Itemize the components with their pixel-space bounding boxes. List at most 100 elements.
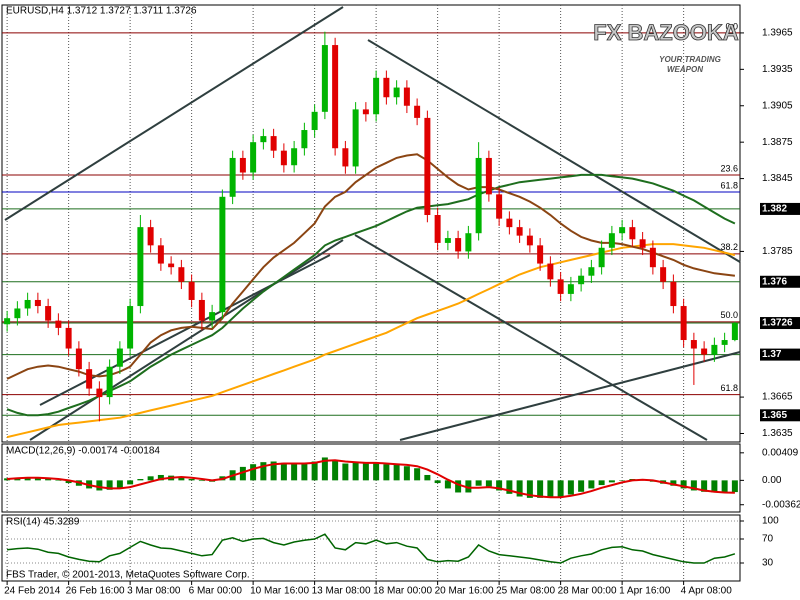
candle-body (137, 227, 144, 307)
macd-bar (106, 480, 113, 490)
watermark-title: FX BAZOOKA (593, 20, 739, 45)
macd-bar (250, 464, 257, 481)
candle-body (321, 45, 328, 112)
macd-bar (444, 480, 451, 489)
candle-body (588, 267, 595, 276)
moving-average (6, 173, 736, 417)
candle-body (362, 109, 369, 115)
candle-body (557, 279, 564, 294)
candle-body (260, 136, 267, 143)
y-tick-label: 0.00 (762, 475, 782, 486)
candle-body (731, 323, 738, 341)
candle-body (311, 111, 318, 131)
y-tick-label: 1.3665 (762, 392, 793, 403)
macd-bar (96, 480, 103, 491)
y-tick-label: 1.3785 (762, 246, 793, 257)
candle-body (106, 366, 113, 398)
candle-body (157, 245, 164, 264)
y-tick-label: 0.00409 (762, 447, 799, 458)
macd-bar (680, 480, 687, 489)
candle-body (147, 227, 154, 246)
price-label: 1.365 (762, 410, 787, 421)
macd-bar (116, 480, 123, 488)
macd-bar (34, 477, 41, 481)
y-tick-label: 30 (762, 558, 774, 569)
macd-bar (567, 480, 574, 495)
x-tick-label: 24 Feb 2014 (4, 586, 61, 597)
y-tick-label: 1.3845 (762, 173, 793, 184)
candle-body (116, 348, 123, 367)
y-tick-label: -0.00362 (762, 499, 800, 510)
candle-body (332, 45, 339, 149)
price-label: 1.382 (762, 204, 787, 215)
x-tick-label: 6 Mar 00:00 (189, 586, 243, 597)
watermark-line: YOUR TRADING (659, 55, 721, 64)
macd-bar (188, 479, 195, 481)
macd-bar (147, 476, 154, 481)
rsi (7, 533, 736, 564)
macd-bar (506, 480, 513, 494)
macd-bar (270, 461, 277, 481)
candle-body (526, 235, 533, 246)
macd-bar (537, 480, 544, 498)
candle-body (55, 320, 62, 328)
candle-body (168, 263, 175, 268)
macd-bar (311, 461, 318, 481)
macd-bar (465, 480, 472, 493)
price-box (760, 348, 800, 361)
candle-body (701, 348, 708, 355)
candle-body (373, 77, 380, 115)
macd-bar (711, 480, 718, 493)
macd-bar (670, 480, 677, 486)
macd-bar (373, 462, 380, 481)
x-tick-label: 20 Mar 16:00 (435, 586, 494, 597)
x-tick-label: 25 Mar 08:00 (496, 586, 555, 597)
macd-bar (731, 480, 738, 493)
macd-bar (198, 480, 205, 482)
rsi-panel (1, 514, 741, 582)
levels (2, 32, 740, 416)
price-label: 1.37 (762, 349, 782, 360)
fib-label: 0.0 (725, 21, 738, 31)
x-tick-label: 13 Mar 08:00 (312, 586, 371, 597)
macd-bar (342, 463, 349, 481)
macd-bar (45, 479, 52, 481)
candle-body (24, 299, 31, 309)
candle-body (547, 263, 554, 280)
macd-bar (127, 480, 134, 485)
y-tick-label: 70 (762, 534, 774, 545)
x-tick-label: 18 Mar 00:00 (373, 586, 432, 597)
macd-bar (526, 480, 533, 498)
macd-bar (239, 466, 246, 481)
x-tick-label: 1 Apr 16:00 (619, 586, 671, 597)
candle-body (711, 344, 718, 355)
macd-bar (701, 480, 708, 492)
candle-body (578, 275, 585, 285)
chart-title: EURUSD,H4 1.3712 1.3727 1.3711 1.3726 (6, 6, 197, 17)
trend-line (4, 6, 344, 221)
macd-bar (383, 464, 390, 481)
candle-body (516, 227, 523, 236)
macd-bar (608, 480, 615, 483)
x-tick-label: 3 Mar 08:00 (127, 586, 181, 597)
grid (2, 5, 740, 581)
x-tick-label: 10 Mar 16:00 (250, 586, 309, 597)
macd-bar (65, 480, 72, 484)
watermark-line: WEAPON (667, 65, 703, 74)
trend-line (399, 351, 741, 441)
candle-body (414, 105, 421, 118)
candle-body (342, 148, 349, 167)
macd-bar (721, 480, 728, 493)
trend-line (29, 239, 344, 441)
macd-bar (332, 460, 339, 481)
candle-body (4, 318, 11, 325)
macd-bar (496, 480, 503, 491)
macd-bar (260, 462, 267, 481)
candle-body (567, 284, 574, 294)
price-box (760, 409, 800, 422)
candles (4, 31, 738, 422)
candle-body (670, 281, 677, 307)
macd-bar (362, 463, 369, 481)
candle-body (178, 267, 185, 282)
